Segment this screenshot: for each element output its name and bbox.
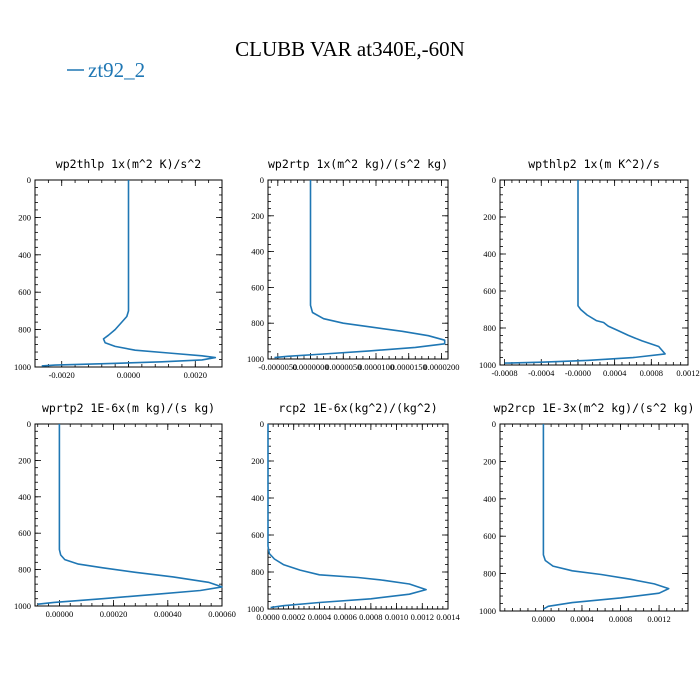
y-tick-label: 800 xyxy=(483,569,496,579)
y-tick-label: 200 xyxy=(483,212,496,222)
legend-label: zt92_2 xyxy=(88,58,145,82)
y-tick-label: 0 xyxy=(260,419,264,429)
series-line-zt92_2 xyxy=(41,180,217,367)
x-tick-label: 0.0012 xyxy=(647,614,670,624)
x-tick-label: -0.0008 xyxy=(491,368,517,378)
y-tick-label: 400 xyxy=(483,249,496,259)
y-tick-label: 600 xyxy=(18,287,31,297)
y-tick-label: 200 xyxy=(18,455,31,465)
y-tick-label: 0 xyxy=(27,419,31,429)
y-tick-label: 600 xyxy=(483,286,496,296)
y-tick-label: 400 xyxy=(483,494,496,504)
x-tick-label: -0.0004 xyxy=(528,368,555,378)
x-tick-label: 0.0000 xyxy=(256,612,279,622)
panel-1: wp2thlp 1x(m^2 K)/s^2 0 200 400 600 800 1000 -0… xyxy=(14,157,223,380)
y-tick-label: 200 xyxy=(18,212,31,222)
y-tick-label: 600 xyxy=(18,528,31,538)
plot-frame xyxy=(267,423,449,610)
x-tick-label: 0.0000 xyxy=(117,370,140,380)
plot-frame xyxy=(34,423,223,607)
x-tick-label: -0.0000 xyxy=(565,368,591,378)
x-tick-label: 0.00000 xyxy=(46,609,74,619)
panel-3: wpthlp2 1x(m K^2)/s02004006008001000-0.0… xyxy=(479,157,700,378)
x-tick-label: 0.0020 xyxy=(184,370,207,380)
x-tick-label: 0.0012 xyxy=(676,368,699,378)
x-tick-label: 0.0006 xyxy=(333,612,356,622)
x-tick-label: 0.0008 xyxy=(609,614,632,624)
series-line-zt92_2 xyxy=(274,180,446,359)
series-line-zt92_2 xyxy=(542,424,670,610)
y-tick-label: 1000 xyxy=(479,360,496,370)
y-tick-label: 1000 xyxy=(479,606,496,616)
x-tick-label: 0.0000000 xyxy=(292,362,328,372)
x-tick-label: 0.0000150 xyxy=(391,362,427,372)
y-tick-label: 800 xyxy=(18,565,31,575)
x-tick-label: 0.00040 xyxy=(154,609,182,619)
y-tick-label: 1000 xyxy=(14,362,31,372)
y-tick-label: 200 xyxy=(251,211,264,221)
panels: wp2thlp 1x(m^2 K)/s^202004006008001000-0… xyxy=(14,157,700,624)
panel-6: wp2rcp 1E-3x(m^2 kg)/(s^2 kg) 0 200 400 600 8… xyxy=(479,401,694,624)
panel-title: wp2thlp 1x(m^2 K)/s^2 xyxy=(56,157,201,171)
x-tick-label: 0.0000 xyxy=(532,614,555,624)
plot-frame xyxy=(499,423,689,612)
plot-frame xyxy=(499,179,689,366)
x-tick-label: 0.0004 xyxy=(570,614,594,624)
y-tick-label: 800 xyxy=(251,567,264,577)
x-tick-label: 0.0002 xyxy=(282,612,305,622)
series-line-zt92_2 xyxy=(504,180,666,364)
x-tick-label: 0.0008 xyxy=(359,612,382,622)
x-tick-label: -0.0020 xyxy=(49,370,75,380)
x-tick-label: 0.0000200 xyxy=(423,362,459,372)
series-line-zt92_2 xyxy=(37,424,223,605)
panel-2: wp2rtp 1x(m^2 kg)/(s^2 kg) 0 200 400 600 800 1… xyxy=(247,157,460,372)
y-tick-label: 200 xyxy=(251,456,264,466)
series-line-zt92_2 xyxy=(267,424,427,609)
y-tick-label: 400 xyxy=(251,247,264,257)
x-tick-label: 0.00020 xyxy=(100,609,128,619)
y-tick-label: 0 xyxy=(492,419,496,429)
panel-title: wpthlp2 1x(m K^2)/s xyxy=(528,157,660,171)
plot-frame xyxy=(267,179,449,360)
x-tick-label: 0.0010 xyxy=(385,612,408,622)
x-tick-label: 0.0004 xyxy=(308,612,332,622)
panel-title: wp2rcp 1E-3x(m^2 kg)/(s^2 kg) xyxy=(494,401,695,415)
y-tick-label: 200 xyxy=(483,456,496,466)
y-tick-label: 600 xyxy=(251,282,264,292)
y-tick-label: 400 xyxy=(18,492,31,502)
y-tick-label: 0 xyxy=(260,175,264,185)
y-tick-label: 800 xyxy=(18,325,31,335)
y-tick-label: 400 xyxy=(251,493,264,503)
y-tick-label: 800 xyxy=(483,323,496,333)
x-tick-label: 0.0000050 xyxy=(325,362,361,372)
y-tick-label: 800 xyxy=(251,318,264,328)
x-tick-label: 0.00060 xyxy=(208,609,236,619)
x-tick-label: 0.0012 xyxy=(411,612,434,622)
x-tick-label: 0.0000100 xyxy=(358,362,394,372)
y-tick-label: 600 xyxy=(251,530,264,540)
panel-5: rcp2 1E-6x(kg^2)/(kg^2) 0 200 400 600 800 1000… xyxy=(247,401,460,622)
panel-title: wprtp2 1E-6x(m kg)/(s kg) xyxy=(42,401,215,415)
y-tick-label: 1000 xyxy=(247,604,264,614)
panel-4: wprtp2 1E-6x(m kg)/(s kg) 0 200 400 600 800 10… xyxy=(14,401,236,619)
x-tick-label: 0.0008 xyxy=(640,368,663,378)
y-tick-label: 400 xyxy=(18,250,31,260)
y-tick-label: 0 xyxy=(492,175,496,185)
y-tick-label: 600 xyxy=(483,531,496,541)
x-tick-label: -0.0000050 xyxy=(258,362,297,372)
y-tick-label: 1000 xyxy=(247,354,264,364)
panel-title: wp2rtp 1x(m^2 kg)/(s^2 kg) xyxy=(268,157,448,171)
y-tick-label: 0 xyxy=(27,175,31,185)
x-tick-label: 0.0004 xyxy=(603,368,627,378)
figure-title: CLUBB VAR at340E,-60N xyxy=(235,37,465,61)
panel-title: rcp2 1E-6x(kg^2)/(kg^2) xyxy=(278,401,437,415)
y-tick-label: 1000 xyxy=(14,601,31,611)
x-tick-label: 0.0014 xyxy=(436,612,460,622)
